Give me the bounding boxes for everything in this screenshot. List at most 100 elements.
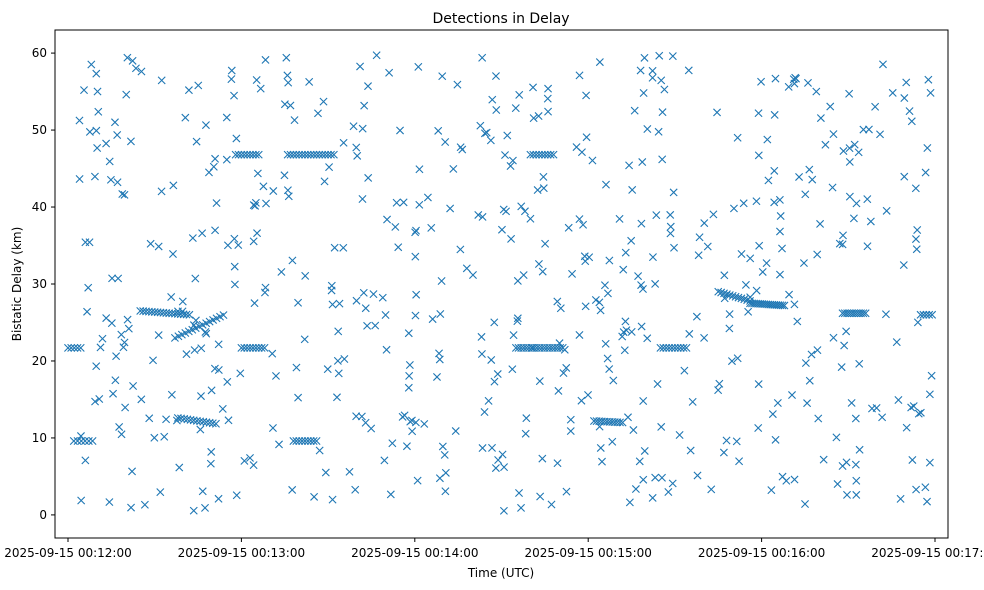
data-point [916, 310, 925, 319]
data-point [372, 51, 381, 60]
data-point [541, 239, 550, 248]
data-point [539, 184, 548, 193]
data-point [780, 301, 789, 310]
data-point [778, 244, 786, 253]
data-point [207, 386, 216, 395]
x-tick-label: 2025-09-15 00:13:00 [178, 546, 305, 560]
data-point [292, 437, 301, 446]
data-point [770, 166, 779, 175]
data-point [728, 291, 737, 300]
data-point [790, 300, 799, 309]
data-point [543, 150, 552, 159]
data-point [432, 372, 441, 381]
data-point [252, 76, 261, 85]
data-point [423, 193, 432, 202]
data-point [402, 442, 411, 451]
data-point [280, 171, 289, 180]
data-point [700, 333, 709, 342]
y-axis: 0 10 20 30 40 50 60 [32, 46, 55, 522]
data-point [734, 293, 743, 302]
data-point [729, 204, 738, 213]
data-point [286, 150, 295, 159]
data-point [209, 162, 218, 171]
data-point [813, 346, 822, 355]
data-point [855, 359, 864, 368]
data-point [202, 418, 211, 427]
data-point [517, 503, 526, 512]
data-point [555, 339, 564, 348]
data-point [358, 124, 367, 133]
data-point [621, 248, 630, 257]
data-point [490, 318, 499, 327]
data-point [184, 86, 193, 95]
data-point [234, 150, 243, 159]
data-point [396, 126, 405, 135]
data-point [517, 202, 526, 211]
data-point [902, 423, 911, 432]
plot-frame [54, 29, 949, 539]
data-point [306, 437, 315, 446]
data-point [478, 444, 487, 453]
data-point [925, 390, 934, 399]
data-point [85, 127, 94, 136]
data-point [630, 106, 639, 115]
data-point [755, 241, 764, 250]
data-point [198, 229, 207, 238]
data-point [420, 419, 429, 428]
data-point [508, 156, 517, 165]
data-point [714, 287, 723, 296]
data-point [181, 113, 190, 122]
data-point [334, 369, 343, 378]
data-point [703, 242, 712, 251]
data-point [871, 102, 880, 111]
data-point [572, 143, 581, 152]
data-point [924, 75, 933, 84]
data-point [223, 241, 232, 250]
data-point [582, 133, 591, 142]
data-point [167, 390, 176, 399]
data-point [638, 158, 647, 167]
data-point [664, 487, 673, 496]
data-point [222, 155, 231, 164]
data-point [801, 499, 810, 508]
data-point [248, 150, 257, 159]
data-point [253, 169, 262, 178]
data-point [146, 239, 155, 248]
data-point [657, 473, 666, 482]
data-point [169, 181, 178, 190]
data-point [202, 329, 211, 338]
data-point [283, 186, 292, 195]
data-point [124, 324, 133, 333]
data-point [539, 172, 548, 181]
data-point [249, 461, 258, 470]
data-point [156, 488, 165, 497]
data-point [767, 486, 776, 495]
data-point [605, 365, 614, 374]
data-point [145, 414, 154, 423]
data-point [486, 136, 495, 145]
data-point [651, 473, 660, 482]
data-point [321, 150, 330, 159]
data-point [157, 187, 166, 196]
data-point [669, 188, 678, 197]
data-point [107, 319, 116, 328]
data-point [852, 199, 861, 208]
data-point [529, 83, 538, 92]
data-point [405, 371, 414, 380]
data-point [436, 310, 445, 318]
data-point [323, 365, 332, 374]
data-point [513, 314, 522, 323]
data-point [900, 94, 909, 103]
data-point [763, 135, 772, 144]
data-point [113, 178, 122, 187]
data-point [303, 437, 312, 446]
y-tick-label: 30 [32, 277, 47, 291]
data-point [207, 447, 216, 456]
data-point [251, 198, 260, 207]
data-point [119, 343, 128, 352]
data-point [868, 404, 876, 413]
data-point [446, 204, 455, 213]
data-point [909, 402, 918, 411]
data-point [240, 150, 249, 159]
data-point [186, 415, 195, 424]
